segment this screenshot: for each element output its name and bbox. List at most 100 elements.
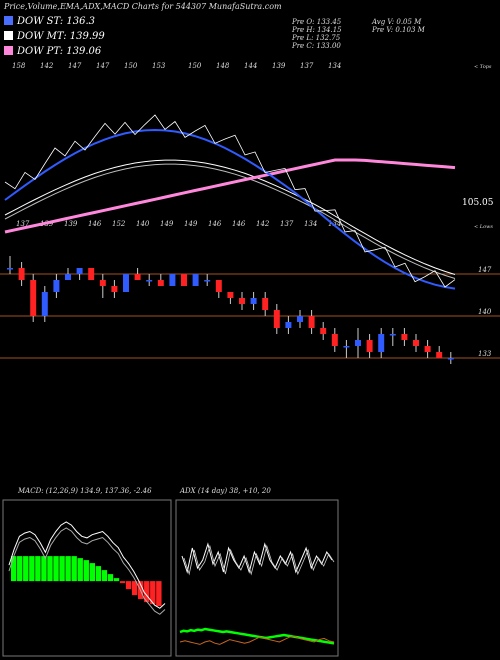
legend-dow-pt: DOW PT: 139.06 (4, 46, 101, 57)
candle-body (331, 334, 338, 346)
macd-hist-bar (35, 556, 41, 582)
ema-pt-line (4, 158, 456, 234)
top-label: 134 (328, 62, 341, 70)
candle-body (88, 268, 95, 280)
low-label: 134 (304, 220, 317, 228)
top-tag: < Tops (474, 64, 492, 70)
plus-di-line (179, 627, 335, 645)
candle-body (273, 310, 280, 328)
macd-hist-bar (107, 574, 114, 582)
candle-body (239, 298, 245, 304)
low-label: 149 (184, 220, 198, 228)
candle-body (297, 316, 303, 322)
stat-pre-h: Pre H: 134.15 (292, 26, 342, 34)
candle-body (378, 334, 385, 352)
axis-label-right: 140 (478, 308, 492, 316)
candle-body (343, 346, 350, 348)
candle-body (204, 280, 211, 282)
price-close-line (4, 114, 456, 288)
candle-body (436, 352, 443, 358)
axis-label-right: 133 (478, 350, 492, 358)
stats-col2: Avg V: 0.05 M Pre V: 0.103 M (372, 18, 425, 34)
macd-hist-bar (17, 556, 23, 582)
adx-label: ADX (14 day) 38, +10, 20 (180, 487, 271, 495)
stat-pre-o: Pre O: 133.45 (292, 18, 342, 26)
candle-body (30, 280, 37, 316)
candle-body (7, 268, 13, 270)
macd-hist-bar (156, 581, 162, 607)
candle-body (134, 274, 141, 280)
macd-hist-bar (131, 581, 138, 596)
candle-body (401, 334, 408, 340)
macd-hist-bar (65, 556, 71, 582)
candle-body (227, 292, 234, 298)
macd-hist-bar (113, 578, 120, 582)
candle-body (181, 274, 187, 286)
top-label: 137 (300, 62, 314, 70)
page-title: Price,Volume,EMA,ADX,MACD Charts for 544… (4, 2, 282, 11)
candle-body (413, 340, 419, 346)
top-label: 142 (40, 62, 54, 70)
candle-body (215, 280, 222, 292)
candle-body (355, 340, 361, 346)
low-label: 134 (328, 220, 341, 228)
macd-hist-bar (89, 563, 95, 582)
macd-hist-bar (71, 556, 77, 582)
low-tag: < Lows (474, 224, 493, 230)
price-105-label: 105.05 (462, 198, 494, 208)
macd-hist-bar (53, 556, 59, 582)
ema-mt-line (4, 159, 456, 275)
candle-body (285, 322, 292, 328)
adx-line-2 (183, 544, 335, 576)
adx-line (181, 542, 333, 574)
macd-hist-bar (83, 560, 89, 582)
stat-pre-v: Pre V: 0.103 M (372, 26, 425, 34)
top-label: 153 (152, 62, 166, 70)
candle-body (111, 286, 118, 292)
macd-signal-line (8, 527, 166, 615)
stat-pre-c: Pre C: 133.00 (292, 42, 341, 50)
top-label: 144 (244, 62, 257, 70)
legend-swatch-pt (4, 46, 13, 55)
low-label: 149 (160, 220, 174, 228)
candle-body (262, 298, 269, 310)
candle-body (320, 328, 327, 334)
axis-label-right: 147 (478, 266, 492, 274)
top-label: 158 (12, 62, 26, 70)
macd-label: MACD: (12,26,9) 134.9, 137.36, -2.46 (18, 487, 152, 495)
macd-hist-bar (59, 556, 65, 582)
macd-hist-bar (77, 558, 83, 582)
candle-body (65, 274, 71, 280)
candle-body (308, 316, 315, 328)
legend-label-st: DOW ST: 136.3 (17, 16, 96, 27)
candle-body (447, 358, 454, 360)
macd-line (8, 521, 166, 609)
stat-avg-v: Avg V: 0.05 M (372, 18, 422, 26)
macd-hist-bar (125, 581, 132, 590)
candle-body (53, 280, 60, 292)
stat-pre-l: Pre L: 132.75 (292, 34, 341, 42)
candle-body (123, 274, 129, 292)
candle-body (146, 280, 153, 282)
macd-hist-bar (144, 581, 150, 603)
low-label: 146 (88, 220, 102, 228)
candle-body (424, 346, 431, 352)
macd-hist-bar (101, 570, 108, 582)
macd-hist-bar (119, 581, 126, 584)
macd-hist-bar (11, 556, 17, 582)
legend-label-mt: DOW MT: 139.99 (17, 31, 105, 42)
low-label: 146 (232, 220, 246, 228)
candle-body (76, 268, 83, 274)
macd-hist-bar (29, 556, 35, 582)
candle-body (389, 334, 396, 336)
ema-mt-line-2 (4, 163, 456, 279)
legend-label-pt: DOW PT: 139.06 (17, 46, 102, 57)
legend-swatch-mt (4, 31, 13, 40)
low-label: 139 (64, 220, 78, 228)
candle-body (99, 280, 106, 286)
low-label: 137 (16, 220, 30, 228)
top-label: 150 (188, 62, 202, 70)
macd-hist-bar (41, 556, 47, 582)
top-label: 148 (216, 62, 230, 70)
